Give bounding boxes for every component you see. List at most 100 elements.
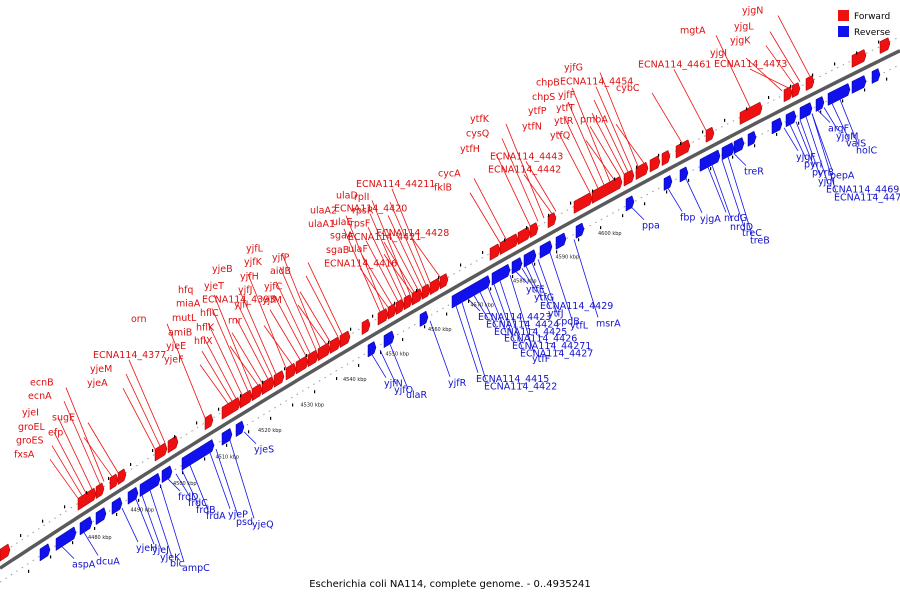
forward-gene-label: cysQ — [466, 128, 489, 139]
reverse-leader-line — [215, 448, 239, 517]
reverse-gene-label: aspA — [72, 560, 96, 571]
reverse-gene-block — [871, 68, 881, 84]
reverse-leader-line — [811, 113, 837, 192]
track-marker — [204, 457, 206, 461]
kbp-tick-label: 4490 kbp — [131, 508, 155, 514]
forward-gene-block — [783, 86, 793, 103]
reverse-leader-line — [379, 349, 397, 385]
forward-leader-line — [411, 237, 441, 278]
forward-leader-line — [365, 240, 399, 302]
track-marker — [732, 155, 734, 159]
kbp-tick-label: 4520 kbp — [258, 428, 282, 434]
forward-leader-line — [391, 188, 431, 283]
forward-gene-label: yjeB — [212, 264, 233, 275]
track-marker — [372, 314, 374, 318]
reverse-gene-label: frdD — [178, 492, 198, 503]
forward-gene-block — [879, 37, 891, 54]
forward-gene-label: ECNA114_4473 — [714, 59, 787, 70]
forward-leader-line — [211, 308, 249, 392]
forward-gene-label: yjfL — [246, 244, 264, 255]
track-marker — [350, 327, 352, 331]
track-marker — [394, 301, 396, 305]
forward-leader-line — [201, 350, 233, 402]
legend-reverse-label: Reverse — [854, 28, 891, 38]
label-leader-layer — [49, 15, 859, 563]
reverse-gene-label: yjeP — [228, 510, 248, 521]
kbp-tick-label: 4600 kbp — [598, 231, 622, 237]
reverse-gene-label: cpdB — [556, 316, 580, 327]
track-marker — [812, 73, 814, 77]
reverse-gene-block — [39, 543, 51, 562]
legend: Forward Reverse — [838, 10, 891, 38]
forward-gene-label: ytfP — [528, 106, 547, 117]
forward-gene-label: ECNA114_4454 — [560, 77, 633, 88]
track-marker — [842, 99, 844, 103]
track-marker — [592, 189, 594, 193]
reverse-leader-line — [631, 207, 645, 221]
reverse-gene-block — [523, 249, 537, 268]
forward-gene-block — [661, 150, 671, 167]
reverse-leader-line — [175, 473, 191, 498]
forward-leader-line — [525, 161, 557, 212]
forward-gene-block — [239, 389, 253, 409]
reverse-gene-label: yjfR — [448, 378, 467, 389]
forward-leader-line — [199, 364, 229, 404]
forward-gene-label: chpB — [536, 78, 560, 89]
forward-gene-label: efp — [48, 427, 63, 438]
forward-gene-label: sgaB — [326, 245, 349, 256]
reverse-gene-block — [721, 142, 735, 161]
forward-leader-line — [745, 57, 783, 92]
reverse-leader-line — [573, 239, 599, 318]
reverse-gene-block — [235, 420, 245, 438]
forward-gene-label: hflX — [194, 336, 213, 347]
track-marker — [292, 403, 294, 407]
track-marker — [680, 142, 682, 146]
forward-leader-line — [495, 153, 531, 227]
reverse-leader-line — [521, 268, 537, 292]
track-marker — [270, 416, 272, 420]
forward-gene-block — [411, 288, 423, 306]
forward-leader-line — [589, 126, 621, 177]
track-marker — [534, 262, 536, 266]
track-marker — [490, 287, 492, 291]
reverse-gene-label: yjeS — [254, 445, 274, 456]
reverse-gene-label: ampC — [182, 563, 210, 574]
track-marker — [724, 118, 726, 122]
forward-gene-block — [675, 139, 691, 159]
forward-gene-label: mgtA — [680, 25, 706, 36]
reverse-leader-line — [167, 478, 181, 492]
reverse-gene-block — [851, 75, 867, 94]
forward-leader-line — [122, 387, 156, 450]
track-marker — [622, 214, 624, 218]
forward-gene-label: ecnB — [30, 378, 54, 389]
reverse-leader-line — [799, 119, 821, 176]
forward-gene-block — [489, 243, 501, 261]
reverse-leader-line — [549, 252, 573, 320]
track-marker — [666, 190, 668, 194]
forward-gene-label: ECNA114_4377 — [93, 350, 166, 361]
forward-leader-line — [367, 226, 403, 300]
forward-gene-label: ytfQ — [550, 131, 570, 142]
forward-gene-block — [649, 155, 661, 173]
forward-gene-block — [591, 175, 623, 204]
forward-gene-block — [273, 370, 285, 388]
forward-leader-line — [299, 291, 331, 342]
forward-leader-line — [297, 304, 327, 345]
forward-gene-label: chpS — [532, 92, 555, 103]
reverse-gene-label: ECNA114_4427 — [520, 349, 593, 360]
forward-gene-block — [421, 283, 431, 300]
track-marker — [820, 110, 822, 114]
reverse-leader-line — [789, 124, 807, 159]
legend-forward-label: Forward — [854, 12, 890, 22]
reverse-leader-line — [209, 452, 231, 509]
forward-gene-block — [851, 49, 867, 68]
forward-leader-line — [87, 422, 119, 473]
forward-leader-line — [505, 123, 545, 219]
track-marker — [446, 312, 448, 316]
reverse-gene-label: ECNA114_4469 — [826, 185, 899, 196]
forward-leader-line — [385, 228, 419, 290]
reverse-leader-line — [721, 159, 745, 228]
reverse-gene-block — [511, 257, 523, 275]
reverse-leader-line — [831, 103, 849, 138]
forward-gene-label: ytfH — [460, 144, 480, 155]
